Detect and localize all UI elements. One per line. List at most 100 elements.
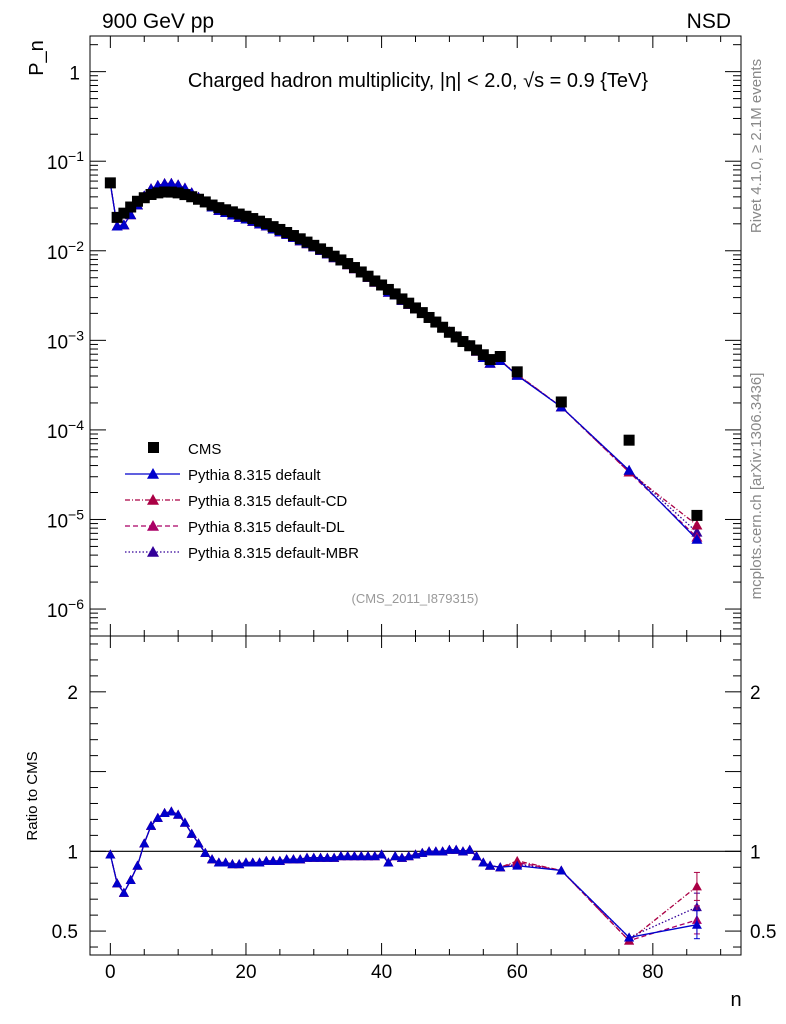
- legend-label: CMS: [188, 441, 221, 458]
- ratio-series-point: [118, 887, 129, 897]
- cms-data-point: [240, 210, 252, 222]
- ratio-series-point: [556, 865, 567, 875]
- cms-data-point: [457, 336, 469, 348]
- cms-data-point: [254, 215, 266, 227]
- ratio-series-point: [342, 851, 353, 861]
- cms-data-point: [226, 206, 238, 218]
- ratio-series-point: [512, 855, 523, 865]
- chart-title: Charged hadron multiplicity, |η| < 2.0, …: [188, 70, 648, 92]
- ratio-series-point: [220, 857, 231, 867]
- cms-data-point: [199, 196, 211, 208]
- ratio-y-tick-label-right: 2: [750, 683, 761, 704]
- ratio-series-point: [315, 852, 326, 862]
- legend-label: Pythia 8.315 default-DL: [188, 519, 345, 536]
- x-tick-label: 20: [235, 962, 256, 983]
- ratio-series-point: [247, 857, 258, 867]
- legend-marker-triangle: [147, 494, 159, 505]
- cms-data-point: [376, 279, 388, 291]
- ratio-series-point: [240, 857, 251, 867]
- cms-data-point: [131, 195, 143, 207]
- ratio-series-point: [227, 859, 238, 869]
- main-series-line: [109, 182, 698, 540]
- ratio-series-point: [281, 854, 292, 864]
- ratio-series-point: [179, 817, 190, 827]
- mcplots-source-label: mcplots.cern.ch [arXiv:1306.3436]: [748, 373, 765, 600]
- ratio-series-point: [624, 932, 635, 942]
- ratio-series-point: [478, 857, 489, 867]
- ratio-series-point: [464, 844, 475, 854]
- ratio-series-point: [173, 809, 184, 819]
- cms-data-point: [450, 331, 462, 343]
- cms-data-point: [267, 221, 279, 233]
- x-tick-label: 80: [642, 962, 663, 983]
- cms-data-point: [691, 509, 703, 521]
- y-axis-label-text: P_n: [26, 40, 48, 76]
- y-tick-label: 10−4: [47, 417, 84, 443]
- ratio-y-tick-label-right: 1: [750, 842, 761, 863]
- cms-data-point: [294, 233, 306, 245]
- ratio-series-point: [200, 847, 211, 857]
- cms-data-point: [369, 275, 381, 287]
- ratio-series-point: [335, 851, 346, 861]
- cms-data-point: [471, 344, 483, 356]
- ratio-y-tick-label: 1: [67, 842, 78, 863]
- cms-data-point: [321, 246, 333, 258]
- x-tick-label: 40: [371, 962, 392, 983]
- ratio-series-line: [109, 810, 698, 942]
- ratio-series-point: [424, 846, 435, 856]
- ratio-series-point: [390, 851, 401, 861]
- ratio-series-point: [451, 844, 462, 854]
- legend-label: Pythia 8.315 default-CD: [188, 493, 347, 510]
- cms-data-point: [206, 199, 218, 211]
- ratio-series-point: [132, 860, 143, 870]
- cms-data-point: [172, 187, 184, 199]
- cms-data-point: [104, 177, 116, 189]
- cms-data-point: [179, 189, 191, 201]
- ratio-series-point: [349, 851, 360, 861]
- cms-data-point: [416, 307, 428, 319]
- cms-data-point: [274, 223, 286, 235]
- ratio-y-axis-label: Ratio to CMS: [24, 751, 41, 840]
- cms-data-point: [287, 230, 299, 242]
- legend-marker-triangle: [147, 468, 159, 479]
- main-series-point: [691, 533, 703, 544]
- ratio-series-point: [430, 846, 441, 856]
- ratio-series-point: [193, 838, 204, 848]
- cms-data-point: [342, 258, 354, 270]
- cms-data-point: [484, 354, 496, 366]
- event-class-label: NSD: [687, 10, 731, 33]
- legend-marker-square: [148, 442, 159, 453]
- ratio-series-point: [485, 860, 496, 870]
- cms-data-point: [159, 186, 171, 198]
- ratio-series-point: [288, 854, 299, 864]
- ratio-series-point: [322, 852, 333, 862]
- cms-data-point: [423, 311, 435, 323]
- x-axis-label: n: [730, 989, 741, 1011]
- cms-data-point: [186, 191, 198, 203]
- cms-data-point: [111, 211, 123, 223]
- cms-data-point: [125, 201, 137, 213]
- ratio-series-line: [109, 810, 698, 939]
- cms-data-point: [281, 226, 293, 238]
- ratio-series-point: [363, 851, 374, 861]
- ratio-series-line: [109, 810, 698, 939]
- collision-label: 900 GeV pp: [102, 10, 214, 33]
- ratio-series-point: [268, 855, 279, 865]
- cms-data-point: [220, 204, 232, 216]
- x-tick-label: 60: [507, 962, 528, 983]
- ratio-series-point: [308, 852, 319, 862]
- cms-data-point: [623, 434, 635, 446]
- cms-data-point: [315, 243, 327, 255]
- cms-data-point: [464, 340, 476, 352]
- ratio-series-point: [302, 852, 312, 862]
- cms-data-point: [165, 186, 177, 198]
- cms-data-point: [260, 218, 272, 230]
- cms-data-point: [118, 207, 130, 219]
- cms-data-point: [477, 349, 489, 361]
- y-tick-label: 10−6: [47, 596, 84, 622]
- ratio-series-point: [261, 855, 272, 865]
- legend: CMS Pythia 8.315 default Pythia 8.315 defa…: [125, 441, 359, 562]
- main-series-point: [623, 464, 635, 475]
- cms-data-point: [193, 193, 204, 205]
